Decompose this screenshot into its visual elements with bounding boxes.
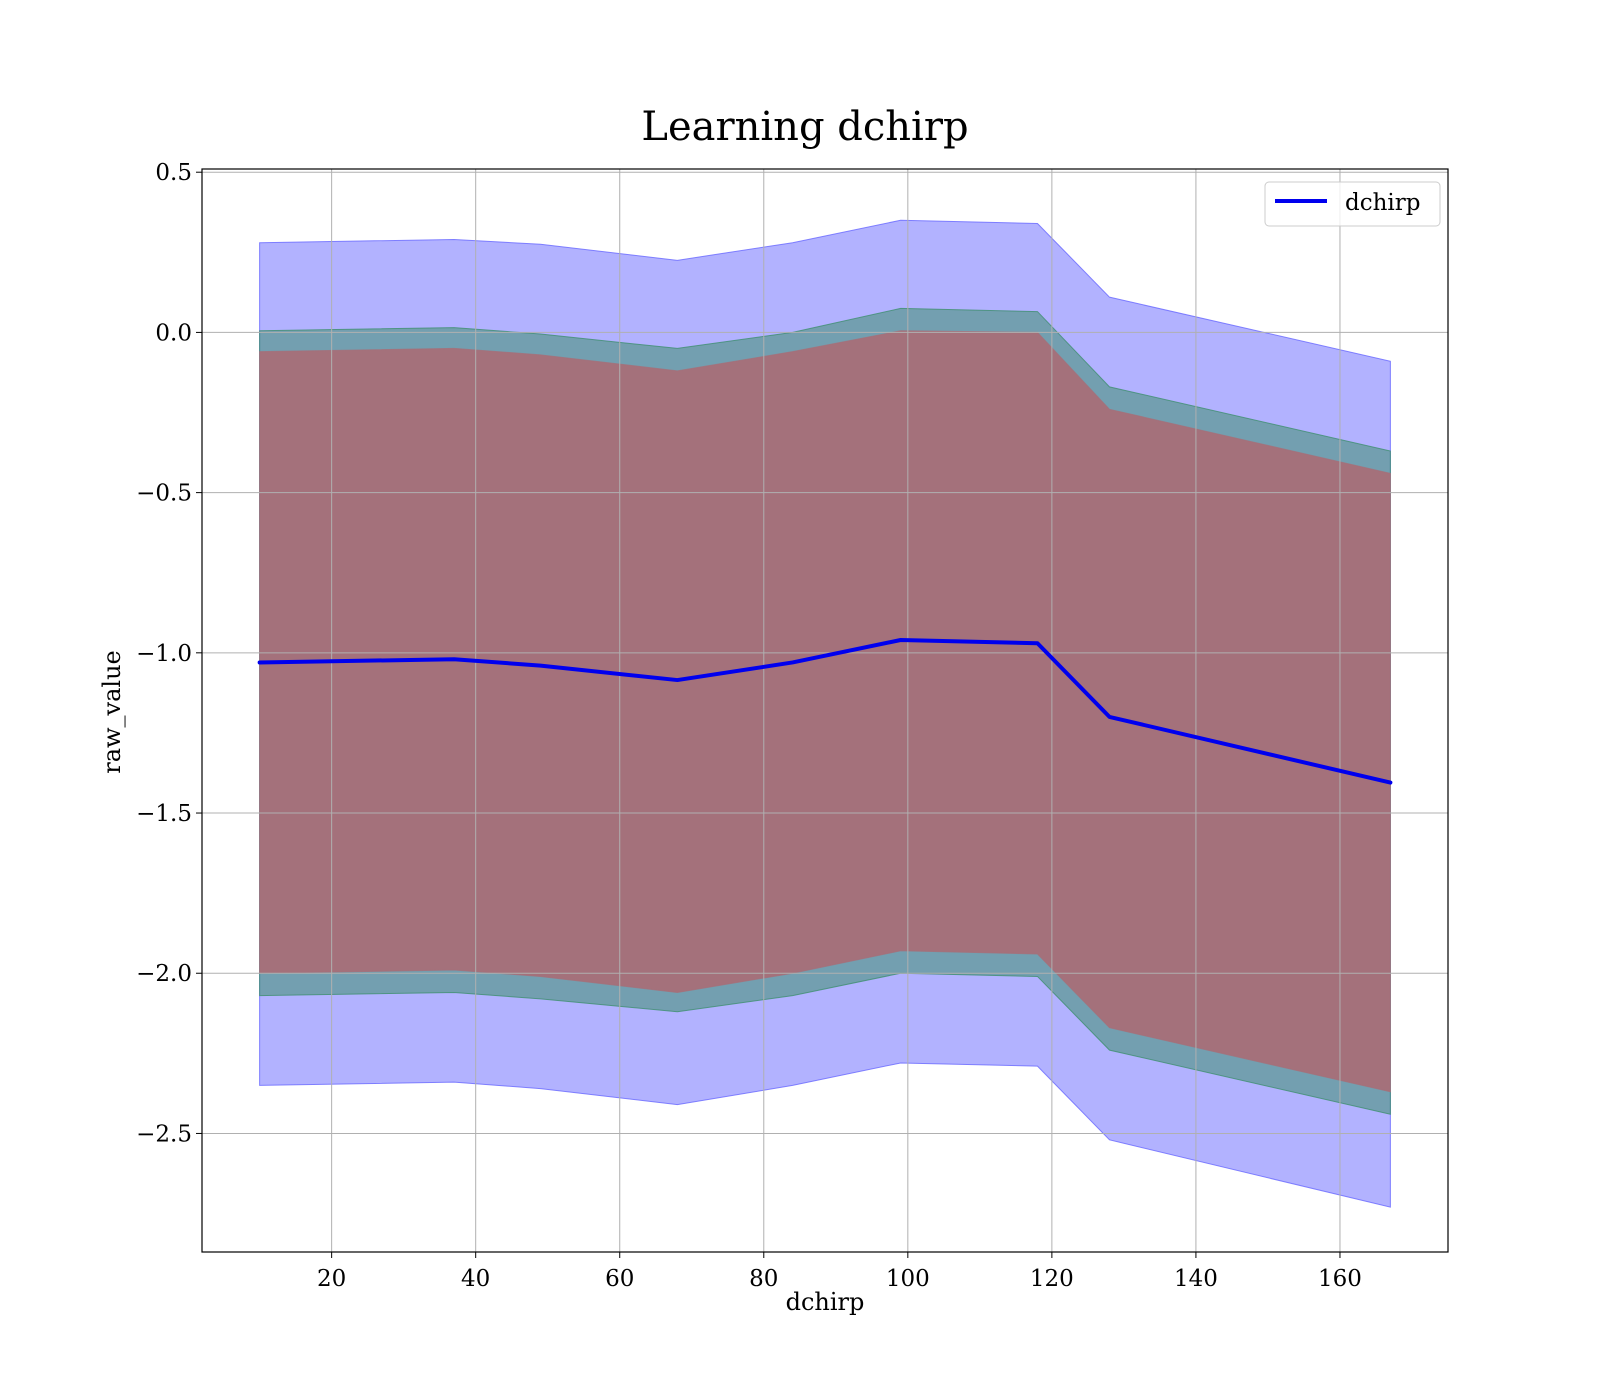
y-tick-label: −1.5 [136, 801, 192, 827]
y-tick-label: 0.0 [155, 320, 192, 346]
x-tick-label: 80 [749, 1266, 778, 1292]
series-lines [257, 638, 1393, 785]
x-tick-label: 40 [461, 1266, 490, 1292]
x-ticks: 20 40 60 80 100 120 140 160 [317, 1252, 1362, 1292]
legend-label: dchirp [1345, 190, 1421, 216]
x-tick-label: 120 [1030, 1266, 1074, 1292]
x-tick-label: 20 [317, 1266, 346, 1292]
y-tick-label: 0.5 [155, 160, 192, 186]
x-axis-label: dchirp [786, 1288, 865, 1316]
chart-title: Learning dchirp [641, 104, 968, 150]
y-tick-label: −0.5 [136, 481, 192, 507]
x-tick-label: 100 [886, 1266, 930, 1292]
series-line-dchirp [257, 638, 1393, 785]
y-ticks: 0.5 0.0 −0.5 −1.0 −1.5 −2.0 −2.5 [136, 160, 202, 1147]
x-tick-label: 60 [605, 1266, 634, 1292]
confidence-bands [259, 219, 1391, 1208]
x-tick-label: 160 [1318, 1266, 1362, 1292]
x-tick-label: 140 [1174, 1266, 1218, 1292]
y-tick-label: −2.0 [136, 961, 192, 987]
plot-frame [201, 168, 1449, 1253]
legend: dchirp [1264, 181, 1441, 227]
legend-box [1264, 181, 1441, 227]
y-tick-label: −2.5 [136, 1121, 192, 1147]
band-2 [259, 330, 1391, 1093]
y-tick-label: −1.0 [136, 641, 192, 667]
y-axis-label: raw_value [98, 650, 126, 774]
grid-lines [202, 169, 1448, 1252]
